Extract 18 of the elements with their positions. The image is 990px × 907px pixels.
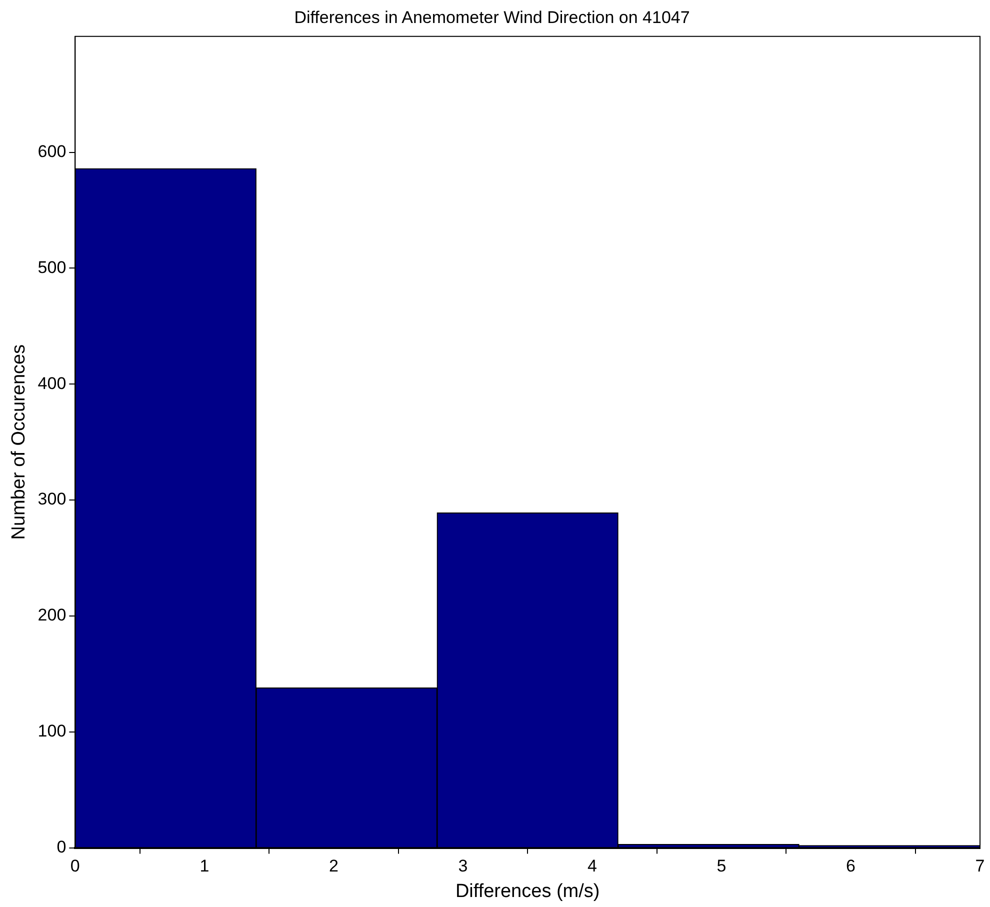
x-tick-label: 4 bbox=[587, 856, 597, 876]
y-tick-label: 100 bbox=[38, 722, 66, 741]
y-tick-label: 200 bbox=[38, 606, 66, 625]
x-tick-label: 2 bbox=[328, 856, 338, 876]
y-tick-label: 0 bbox=[56, 837, 66, 856]
x-tick-label: 0 bbox=[70, 856, 80, 876]
chart-title: Differences in Anemometer Wind Direction on 41047 bbox=[294, 8, 690, 27]
x-tick-label: 7 bbox=[975, 856, 985, 876]
x-tick-label: 1 bbox=[200, 856, 210, 876]
x-axis-title: Differences (m/s) bbox=[455, 880, 600, 902]
y-axis-title: Number of Occurences bbox=[8, 344, 30, 540]
x-tick-label: 3 bbox=[458, 856, 468, 876]
y-tick-label: 300 bbox=[38, 490, 66, 509]
y-tick-label: 500 bbox=[38, 258, 66, 277]
x-tick-label: 5 bbox=[716, 856, 726, 876]
y-tick-label: 600 bbox=[38, 142, 66, 161]
y-tick-label: 400 bbox=[38, 374, 66, 393]
x-tick-label: 6 bbox=[846, 856, 856, 876]
